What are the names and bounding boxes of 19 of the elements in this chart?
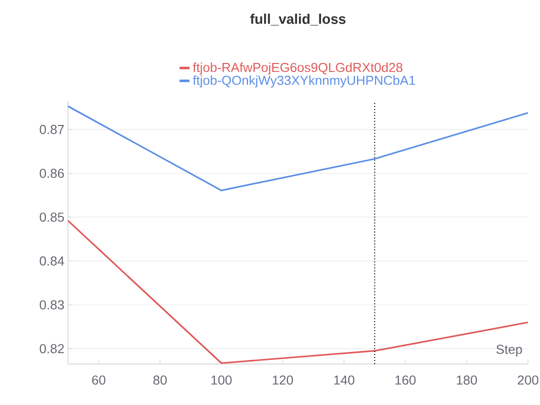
y-tick-label: 0.84	[40, 256, 64, 266]
chart-title: full_valid_loss	[250, 14, 346, 26]
y-tick-label: 0.82	[40, 344, 64, 354]
x-tick-label: 160	[396, 375, 416, 385]
legend-label: ftjob-RAfwPojEG6os9QLGdRXt0d28	[192, 62, 402, 75]
y-tick-label: 0.85	[40, 212, 64, 222]
x-tick-label: 60	[92, 375, 106, 385]
x-tick-label: 140	[334, 375, 354, 385]
x-tick-label: 120	[272, 375, 293, 385]
line-series	[67, 105, 529, 192]
x-tick-label: 100	[212, 375, 232, 385]
y-tick-label: 0.83	[40, 300, 64, 310]
y-tick-label: 0.87	[40, 124, 64, 134]
y-tick-label: 0.86	[40, 168, 64, 178]
legend-label: ftjob-QOnkjWy33XYknnmyUHPNCbA1	[192, 75, 416, 88]
x-tick-label: 180	[456, 375, 477, 385]
x-axis-title: Step	[496, 344, 522, 356]
x-tick-label: 80	[153, 375, 167, 385]
x-tick-label: 200	[518, 375, 538, 385]
